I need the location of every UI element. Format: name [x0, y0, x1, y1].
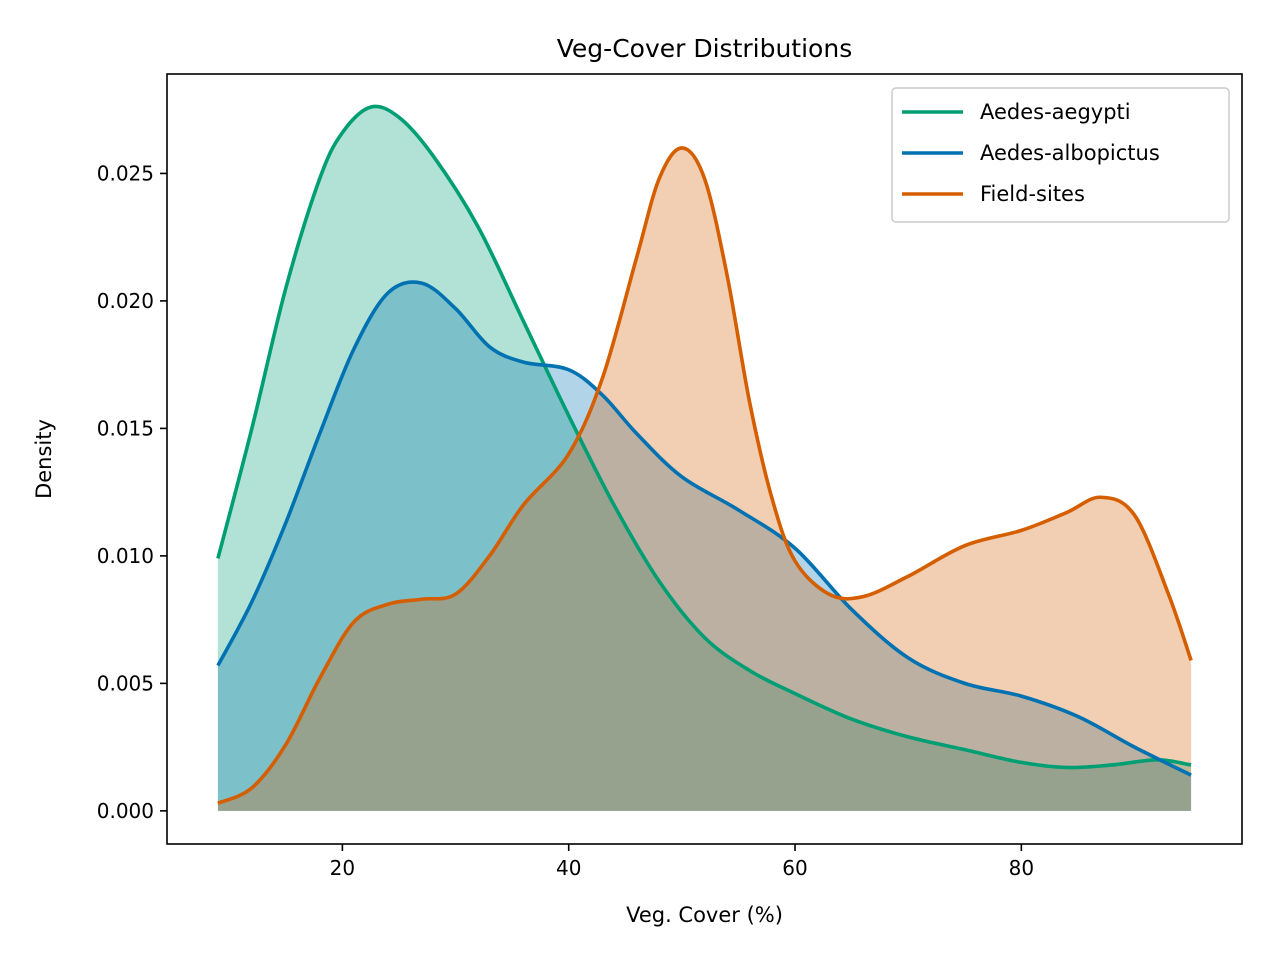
- y-tick-label: 0.025: [97, 161, 154, 185]
- y-tick-label: 0.020: [97, 289, 154, 313]
- y-tick-label: 0.005: [97, 671, 154, 695]
- x-tick-label: 20: [330, 856, 355, 880]
- y-tick-label: 0.015: [97, 416, 154, 440]
- y-axis-ticks: 0.000 0.005 0.010 0.015 0.020 0.025: [97, 161, 167, 823]
- legend: Aedes-aegypti Aedes-albopictus Field-sites: [891, 87, 1230, 223]
- x-tick-label: 60: [782, 856, 807, 880]
- series-line-1: [216, 104, 1192, 770]
- x-tick-label: 40: [556, 856, 581, 880]
- legend-label-1: Aedes-aegypti: [980, 100, 1131, 124]
- y-tick-label: 0.010: [97, 544, 154, 568]
- series-area-1: [217, 106, 1192, 811]
- series-line-3: [217, 146, 1193, 805]
- series-lines: [216, 104, 1193, 805]
- x-tick-label: 80: [1009, 856, 1034, 880]
- plot-frame: [166, 73, 1243, 845]
- chart-title: Veg-Cover Distributions: [557, 34, 852, 63]
- legend-box: [891, 87, 1230, 223]
- legend-label-3: Field-sites: [980, 182, 1085, 206]
- x-axis-label: Veg. Cover (%): [626, 903, 783, 927]
- series-line-2: [216, 280, 1192, 777]
- legend-label-2: Aedes-albopictus: [980, 141, 1160, 165]
- y-tick-label: 0.000: [97, 799, 154, 823]
- y-axis-label: Density: [32, 419, 56, 499]
- series-area-3: [217, 147, 1192, 811]
- x-axis-ticks: 20 40 60 80: [330, 844, 1034, 880]
